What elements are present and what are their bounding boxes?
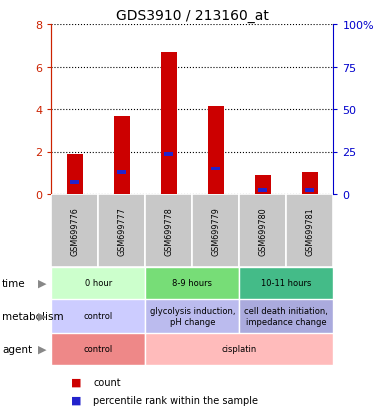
Bar xyxy=(146,267,239,299)
Bar xyxy=(146,195,192,267)
Text: count: count xyxy=(93,377,121,387)
Text: ■: ■ xyxy=(70,377,81,387)
Text: 8-9 hours: 8-9 hours xyxy=(173,279,212,288)
Text: control: control xyxy=(84,312,113,321)
Bar xyxy=(146,333,333,365)
Text: 0 hour: 0 hour xyxy=(85,279,112,288)
Bar xyxy=(239,267,333,299)
Bar xyxy=(287,195,333,267)
Text: GSM699779: GSM699779 xyxy=(211,206,220,255)
Bar xyxy=(67,154,83,195)
Text: GSM699780: GSM699780 xyxy=(258,206,267,255)
Text: ▶: ▶ xyxy=(38,278,46,288)
Bar xyxy=(239,195,287,267)
Bar xyxy=(146,299,239,333)
Bar xyxy=(51,299,146,333)
Text: ■: ■ xyxy=(70,394,81,405)
Text: time: time xyxy=(2,278,26,288)
Bar xyxy=(70,181,80,185)
Bar xyxy=(114,117,130,195)
Bar xyxy=(208,107,224,195)
Text: metabolism: metabolism xyxy=(2,311,64,321)
Bar xyxy=(258,188,267,192)
Text: ▶: ▶ xyxy=(38,344,46,354)
Text: GSM699781: GSM699781 xyxy=(306,206,314,255)
Bar xyxy=(51,195,98,267)
Text: control: control xyxy=(84,345,113,354)
Bar xyxy=(117,170,126,174)
Text: 10-11 hours: 10-11 hours xyxy=(261,279,312,288)
Bar xyxy=(161,52,177,195)
Text: GSM699776: GSM699776 xyxy=(70,206,79,255)
Bar xyxy=(302,172,318,195)
Bar xyxy=(51,333,146,365)
Bar xyxy=(255,176,271,195)
Text: percentile rank within the sample: percentile rank within the sample xyxy=(93,394,258,405)
Bar xyxy=(239,299,333,333)
Text: ▶: ▶ xyxy=(38,311,46,321)
Text: cell death initiation,
impedance change: cell death initiation, impedance change xyxy=(245,306,328,326)
Text: GSM699777: GSM699777 xyxy=(117,206,126,255)
Bar xyxy=(305,188,314,192)
Bar xyxy=(164,152,173,156)
Bar xyxy=(211,167,221,171)
Text: GSM699778: GSM699778 xyxy=(165,206,173,255)
Bar xyxy=(192,195,239,267)
Bar xyxy=(98,195,146,267)
Text: cisplatin: cisplatin xyxy=(222,345,257,354)
Text: glycolysis induction,
pH change: glycolysis induction, pH change xyxy=(150,306,235,326)
Text: agent: agent xyxy=(2,344,32,354)
Bar xyxy=(51,267,146,299)
Title: GDS3910 / 213160_at: GDS3910 / 213160_at xyxy=(116,9,269,23)
